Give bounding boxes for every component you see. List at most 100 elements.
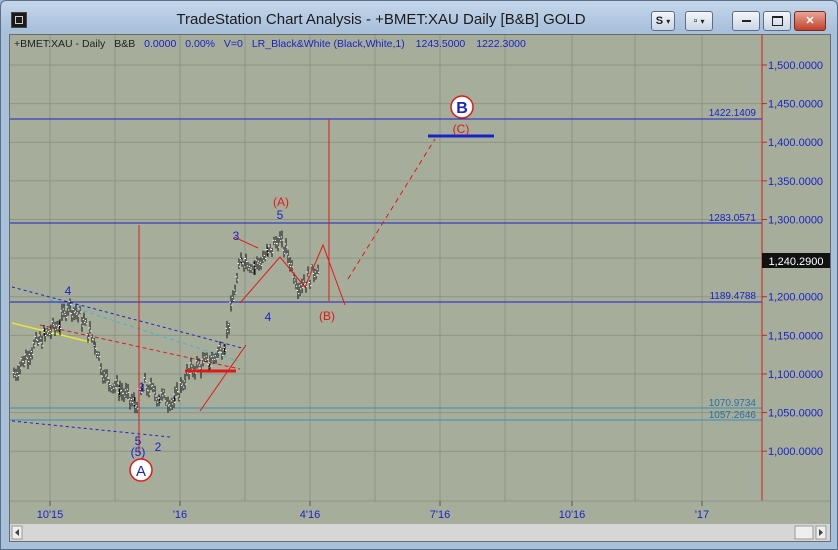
time-axis[interactable]: 10'15 '16 4'16 7'16 10'16 '17 <box>10 500 830 521</box>
price-bar <box>62 303 66 318</box>
price-bar <box>115 375 119 388</box>
price-bar <box>97 351 101 361</box>
price-bar <box>43 328 47 342</box>
level-label-1: 1422.1409 <box>709 108 757 119</box>
price-chart[interactable]: 1422.1409 1283.0571 1189.4788 1070.9734 … <box>9 34 831 542</box>
price-bar <box>103 369 107 384</box>
price-bar <box>58 319 62 336</box>
dropdown-arrow-icon: ▾ <box>666 17 671 26</box>
price-bar <box>124 382 128 399</box>
price-bar <box>45 327 49 337</box>
price-bar <box>122 388 126 403</box>
price-bar <box>149 377 153 391</box>
price-bar <box>135 401 139 414</box>
price-bar <box>128 396 132 410</box>
time-tick-label: 10'15 <box>37 509 64 521</box>
minimize-icon <box>741 20 751 23</box>
price-bar <box>296 282 300 299</box>
wave-label-3: 3 <box>233 229 240 243</box>
document-menu-button[interactable]: ▫ ▾ <box>685 11 713 31</box>
price-bar <box>133 397 137 414</box>
price-bar <box>164 397 168 406</box>
price-bar <box>88 321 92 334</box>
price-bar <box>120 382 124 401</box>
price-bar <box>261 250 265 263</box>
wave-label-4-top: 4 <box>65 284 72 298</box>
app-icon[interactable] <box>11 12 27 28</box>
price-bar <box>105 369 109 382</box>
price-bar <box>220 347 224 360</box>
price-bar <box>278 231 282 243</box>
price-bar <box>195 355 199 369</box>
price-bar <box>290 260 294 273</box>
wave-label-A-paren: (A) <box>273 195 289 209</box>
price-bar <box>306 266 310 277</box>
price-bar <box>175 382 179 396</box>
price-bar <box>28 350 32 366</box>
price-bar <box>294 278 298 290</box>
wave-label-5-bottom: 5 <box>135 434 142 448</box>
scroll-left-icon <box>15 529 19 536</box>
close-icon: ✕ <box>805 15 815 27</box>
price-tick-label: 1,350.0000 <box>768 176 823 188</box>
wave-label-5-paren: (5) <box>131 445 146 459</box>
price-bar <box>49 324 53 340</box>
wave-label-C-paren: (C) <box>453 122 470 136</box>
time-tick-label: 10'16 <box>559 509 586 521</box>
price-tick-label: 1,050.0000 <box>768 408 823 420</box>
level-label-4: 1070.9734 <box>709 398 757 409</box>
maximize-button[interactable] <box>763 11 791 31</box>
price-bar <box>214 352 218 364</box>
price-bar <box>170 397 174 410</box>
price-bar <box>82 312 86 326</box>
price-bar <box>282 246 286 258</box>
minimize-button[interactable] <box>732 11 760 31</box>
price-bar <box>80 316 84 332</box>
price-bar <box>172 396 176 408</box>
price-bar <box>26 351 30 370</box>
price-tick-label: 1,450.0000 <box>768 99 823 111</box>
price-bar <box>14 368 18 381</box>
price-bar <box>51 317 55 329</box>
price-bar <box>60 303 64 321</box>
price-bar <box>229 295 233 312</box>
price-bar <box>276 237 280 252</box>
price-bar <box>300 278 304 294</box>
price-bar <box>32 339 36 349</box>
price-bar <box>74 304 78 320</box>
close-button[interactable]: ✕ <box>794 11 826 31</box>
horizontal-scrollbar[interactable] <box>10 524 830 541</box>
price-bar <box>139 386 143 396</box>
time-tick-label: '17 <box>695 509 709 521</box>
scroll-right-icon <box>819 529 823 536</box>
status-indicator: LR_Black&White (Black,White,1) <box>252 38 405 50</box>
s-menu-button[interactable]: S ▾ <box>651 11 675 31</box>
wave-label-5-top: 5 <box>277 208 284 222</box>
price-bar <box>66 302 70 316</box>
price-bar <box>235 272 239 284</box>
price-bar <box>312 268 316 282</box>
price-bar <box>101 369 105 384</box>
level-label-5: 1057.2646 <box>709 410 757 421</box>
title-bar[interactable]: TradeStation Chart Analysis - +BMET:XAU … <box>1 1 837 35</box>
price-bar <box>53 321 57 336</box>
price-bar <box>141 383 145 393</box>
status-volume: V=0 <box>224 38 243 50</box>
s-label: S <box>655 15 664 27</box>
price-bar <box>259 256 263 270</box>
price-bar <box>231 290 235 303</box>
price-bar <box>12 367 16 378</box>
price-bars <box>12 230 320 414</box>
price-tick-label: 1,100.0000 <box>768 369 823 381</box>
price-bar <box>257 258 261 271</box>
status-line: +BMET:XAU - Daily B&B 0.0000 0.00% V=0 L… <box>14 38 526 50</box>
price-bar <box>126 383 130 400</box>
price-bar <box>274 236 278 249</box>
scroll-thumb[interactable] <box>794 525 814 540</box>
price-bar <box>210 351 214 362</box>
time-tick-label: 4'16 <box>300 509 320 521</box>
price-bar <box>255 256 259 270</box>
price-bar <box>179 377 183 394</box>
price-bar <box>246 262 250 271</box>
